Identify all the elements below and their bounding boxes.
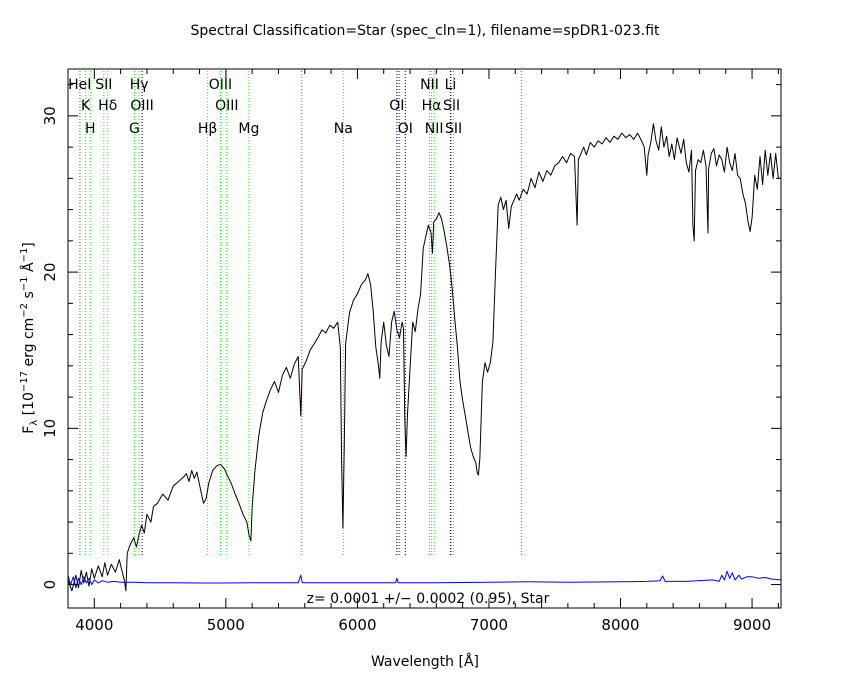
y-label-exp4: −1 [19, 248, 30, 263]
plot-frame [67, 68, 782, 609]
series-layer [67, 123, 782, 592]
spectral-line-label-2: H [85, 121, 96, 137]
y-label-flux: F [21, 426, 37, 434]
y-label-post: ] [21, 242, 37, 247]
y-tick-label: 20 [41, 263, 59, 282]
x-axis: 4000 5000 6000 7000 8000 9000 [67, 69, 779, 634]
spectral-line-label-8: OIII [130, 98, 153, 114]
spectral-line-label-14: Na [334, 121, 353, 137]
y-label-pre: [10 [21, 392, 37, 420]
y-axis-label: Fλ [10−17 erg cm−2 s−1 Å−1] [19, 242, 40, 434]
x-tick-label: 8000 [601, 616, 639, 634]
series-error [67, 570, 782, 589]
spectral-line-label-4: SII [95, 77, 112, 93]
spectral-line-label-9: Hβ [198, 121, 217, 137]
spectral-line-label-11: OIII [215, 98, 238, 114]
spectral-line-label-22: SII [443, 98, 460, 114]
spectral-line-label-6: G [129, 121, 140, 137]
x-tick-label: 5000 [207, 616, 245, 634]
y-tick-label: 0 [41, 580, 59, 590]
y-label-flux-sub: λ [29, 420, 40, 426]
x-axis-label: Wavelength [Å] [371, 653, 479, 670]
y-label-mid2: s [21, 291, 37, 303]
spectral-line-label-10: OIII [209, 77, 232, 93]
y-label-exp1: −17 [19, 371, 30, 392]
y-label-mid1: erg cm [21, 318, 37, 371]
x-tick-label: 9000 [733, 616, 771, 634]
y-tick-label: 10 [41, 419, 59, 438]
spectral-line-label-18: NII [420, 77, 439, 93]
spectral-line-label-17: OI [398, 121, 413, 137]
spectral-line-label-19: Hα [422, 98, 442, 114]
spectral-line-label-12: Mg [238, 121, 259, 137]
spectral-line-label-21: Li [445, 77, 457, 93]
x-tick-label: 7000 [470, 616, 508, 634]
y-axis: 0 10 20 30 [41, 84, 781, 590]
spectral-line-label-1: K [81, 98, 91, 114]
redshift-annotation: z= 0.0001 +/− 0.0002 (0.95), Star [307, 591, 550, 607]
spectral-line-label-5: Hδ [98, 98, 117, 114]
x-tick-label: 4000 [75, 616, 113, 634]
spectral-line-label-3: HeI [68, 77, 91, 93]
y-label-mid3: Å [20, 262, 37, 276]
spectral-line-label-7: Hγ [130, 77, 149, 93]
y-tick-label: 30 [41, 106, 59, 125]
series-flux [67, 123, 781, 592]
spectral-line-label-15: OI [389, 98, 404, 114]
spectral-line-label-20: NII [425, 121, 444, 137]
y-label-exp2: −2 [19, 303, 30, 318]
chart-title: Spectral Classification=Star (spec_cln=1… [190, 23, 660, 39]
spectral-line-label-23: SII [445, 121, 462, 137]
y-label-exp3: −1 [19, 276, 30, 291]
x-tick-label: 6000 [338, 616, 376, 634]
